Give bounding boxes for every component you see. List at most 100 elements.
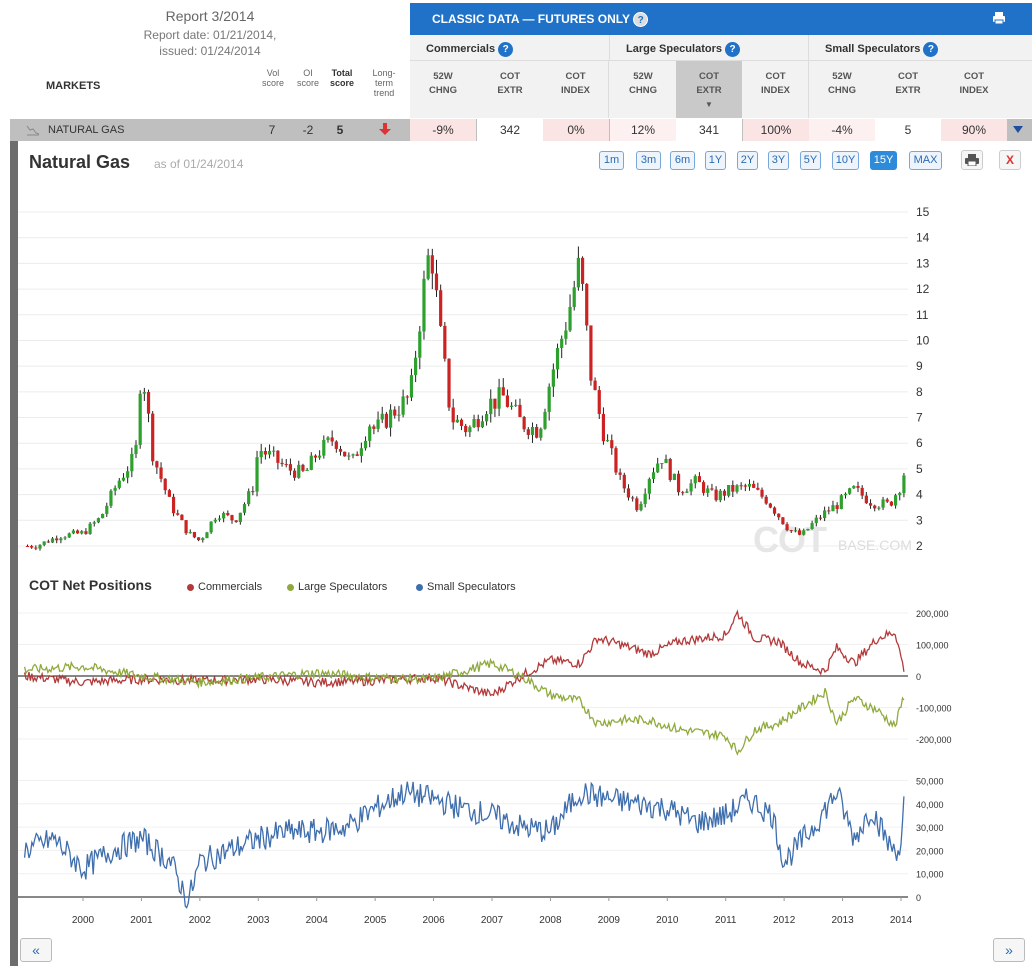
series-small-speculators [23,781,905,909]
legend-large-speculators[interactable]: Large Speculators [287,581,387,593]
print-chart-button[interactable] [961,150,983,170]
total-score: 5 [336,123,344,137]
help-icon[interactable]: ? [633,12,649,27]
candle-body [568,306,572,331]
candle-body [280,462,284,465]
candle-body [476,419,480,428]
col-cot-extr-sorted[interactable]: COT EXTR ▼ [676,61,742,118]
candle-body [313,455,318,458]
markets-header: MARKETS [46,80,101,92]
print-icon[interactable] [992,11,1006,25]
candle-body [681,492,685,494]
col-cot-extr[interactable]: COT EXTR [497,71,523,96]
y-tick-label: 8 [916,385,923,399]
group-large-speculators: Large Speculators ? [610,35,809,61]
range-2y-button[interactable]: 2Y [737,151,758,170]
candle-body [213,519,217,522]
candle-body [856,485,860,488]
range-5y-button[interactable]: 5Y [800,151,821,170]
candle-body [539,428,543,438]
y-tick-label: 15 [916,205,930,219]
comm-cot-index: 0% [543,119,609,141]
y-tick-label: 20,000 [916,846,944,856]
help-icon[interactable]: ? [923,42,939,57]
help-icon[interactable]: ? [725,42,741,57]
candle-body [88,523,92,534]
candle-body [802,530,806,535]
range-3m-button[interactable]: 3m [636,151,661,170]
candle-body [146,392,151,414]
candle-body [226,513,230,516]
candle-body [401,396,405,415]
range-3y-button[interactable]: 3Y [768,151,789,170]
expand-row-icon[interactable] [1012,125,1024,135]
range-1m-button[interactable]: 1m [599,151,624,170]
candle-body [864,495,868,504]
candle-body [873,505,877,509]
legend-commercials[interactable]: Commercials [187,581,262,593]
candle-body [768,503,772,508]
candle-body [731,485,735,492]
candle-body [635,498,639,511]
candle-body [38,544,42,549]
y-tick-label: 13 [916,256,930,270]
col-cot-index[interactable]: COT INDEX [543,61,609,118]
range-6m-button[interactable]: 6m [670,151,695,170]
range-max-button[interactable]: MAX [909,151,942,170]
candle-body [697,476,702,483]
candle-body [117,480,121,488]
candle-body [272,450,276,452]
col-cot-index[interactable]: COT INDEX [743,61,809,118]
candle-body [318,455,322,458]
candle-body [188,532,192,534]
x-tick-label: 2002 [189,915,212,926]
prev-button[interactable]: « [20,938,52,962]
candle-body [885,499,889,502]
col-52w-chng[interactable]: 52W CHNG [429,71,457,96]
candle-body [284,464,288,466]
legend-small-speculators[interactable]: Small Speculators [416,581,516,593]
candle-body [489,398,493,415]
candle-body [889,501,894,506]
candle-body [760,489,764,497]
candle-body [176,513,180,515]
market-name: NATURAL GAS [48,124,125,136]
y-tick-label: 11 [916,308,929,322]
candle-body [384,413,389,428]
col-52w-chng[interactable]: 52W CHNG [828,71,856,96]
candle-body [468,427,472,433]
range-10y-button[interactable]: 10Y [832,151,859,170]
candle-body [797,530,802,535]
close-chart-button[interactable]: X [999,150,1021,170]
help-icon[interactable]: ? [498,42,514,57]
candle-body [656,463,660,473]
candle-body [238,512,242,523]
candle-body [309,455,313,470]
candle-body [693,476,697,484]
candle-body [263,451,267,455]
y-tick-label: 3 [916,513,923,527]
x-tick-label: 2003 [247,915,270,926]
y-tick-label: -200,000 [916,735,952,745]
candle-body [71,530,76,534]
candle-body [789,530,793,532]
report-issued: issued: 01/24/2014 [159,44,261,58]
range-1y-button[interactable]: 1Y [705,151,726,170]
series-large-speculators [23,657,905,756]
series-commercials [23,609,905,698]
col-cot-index[interactable]: COT INDEX [959,71,989,96]
candle-body [651,472,656,479]
as-of-date: as of 01/24/2014 [154,157,244,171]
market-row-natural-gas[interactable]: NATURAL GAS 7 -2 5 -9% 342 0% 12% 341 10… [10,119,1032,141]
next-button[interactable]: » [993,938,1025,962]
y-tick-label: 14 [916,231,930,245]
candle-body [484,414,489,422]
candle-body [606,440,610,442]
col-52w-chng[interactable]: 52W CHNG [629,71,657,96]
candle-body [848,488,852,494]
range-15y-button[interactable]: 15Y [870,151,897,170]
col-cot-extr[interactable]: COT EXTR [895,71,921,96]
oi-score: -2 [302,123,314,137]
y-tick-label: -100,000 [916,704,952,714]
